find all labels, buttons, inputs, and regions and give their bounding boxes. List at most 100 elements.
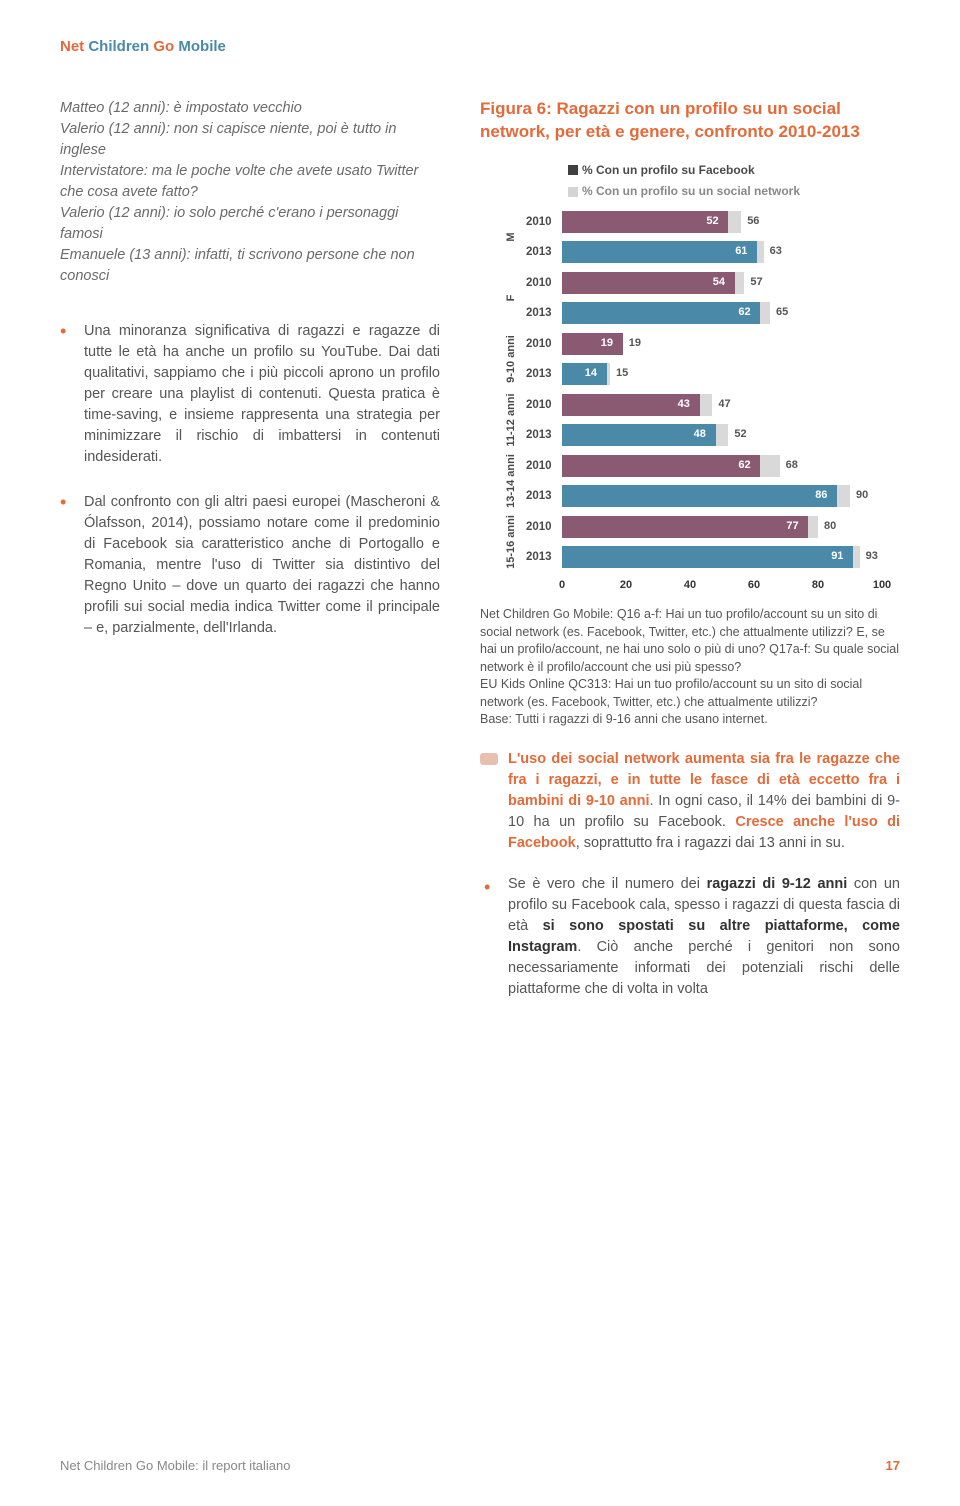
right-bullet-item: Se è vero che il numero dei ragazzi di 9…	[480, 874, 900, 1000]
right-column: Figura 6: Ragazzi con un profilo su un s…	[480, 98, 900, 1020]
year-label: 2010	[526, 519, 562, 536]
right-bullet-item: L'uso dei social network aumenta sia fra…	[480, 749, 900, 854]
axis-tick: 60	[748, 578, 760, 594]
value-sn: 52	[734, 427, 746, 443]
legend-square-icon	[568, 165, 578, 175]
year-label: 2013	[526, 427, 562, 444]
axis-tick: 0	[559, 578, 565, 594]
axis-tick: 40	[684, 578, 696, 594]
chart-row: 2013 86 90	[526, 481, 900, 511]
year-label: 2010	[526, 458, 562, 475]
page-header: Net Children Go Mobile	[60, 36, 900, 58]
chart-row: 2010 19 19	[526, 329, 900, 359]
axis-tick: 20	[620, 578, 632, 594]
bar-container: 4347	[562, 390, 900, 420]
header-children: Children	[88, 38, 149, 55]
value-fb: 86	[815, 488, 827, 504]
value-fb: 91	[831, 549, 843, 565]
chart-x-axis: 020406080100	[562, 578, 882, 594]
quote-line: Valerio (12 anni): io solo perché c'eran…	[60, 203, 440, 245]
group-label: 13-14 anni	[504, 451, 520, 511]
value-fb: 54	[713, 275, 725, 291]
left-column: Matteo (12 anni): è impostato vecchio Va…	[60, 98, 440, 1020]
footer-title: Net Children Go Mobile: il report italia…	[60, 1457, 291, 1476]
group-label: 9-10 anni	[504, 329, 520, 389]
value-sn: 19	[629, 336, 641, 352]
legend-sn-label: % Con un profilo su un social network	[582, 184, 800, 198]
value-fb: 62	[738, 458, 750, 474]
caption-line: EU Kids Online QC313: Hai un tuo profilo…	[480, 676, 900, 711]
bar-container: 62 68	[562, 451, 900, 481]
legend-fb-label: % Con un profilo su Facebook	[582, 163, 755, 177]
bar-container: 5256	[562, 207, 900, 237]
axis-tick: 80	[812, 578, 824, 594]
bar-container: 6265	[562, 298, 900, 328]
year-label: 2010	[526, 336, 562, 353]
bullet-item: Dal confronto con gli altri paesi europe…	[60, 492, 440, 639]
interview-quotes: Matteo (12 anni): è impostato vecchio Va…	[60, 98, 440, 287]
value-fb: 43	[678, 397, 690, 413]
chart-row: 20136163	[526, 237, 900, 267]
bar-container: 91 93	[562, 542, 900, 572]
chart-row: 2010 54 57	[526, 268, 900, 298]
group-label: 11-12 anni	[504, 390, 520, 450]
chart-group: 15-16 anni2010778020139193	[526, 511, 900, 572]
caption-line: Net Children Go Mobile: Q16 a-f: Hai un …	[480, 606, 900, 676]
chart-row: 20136265	[526, 298, 900, 328]
right-bullets: L'uso dei social network aumenta sia fra…	[480, 749, 900, 1000]
header-mobile: Mobile	[178, 38, 226, 55]
axis-tick: 100	[873, 578, 891, 594]
value-fb: 14	[585, 366, 597, 382]
bar-container: 54 57	[562, 268, 900, 298]
value-sn: 90	[856, 488, 868, 504]
chart-group: 9-10 anni2010191920131415	[526, 328, 900, 389]
page-footer: Net Children Go Mobile: il report italia…	[60, 1457, 900, 1476]
value-sn: 57	[750, 275, 762, 291]
year-label: 2010	[526, 275, 562, 292]
bar-container: 86 90	[562, 481, 900, 511]
value-fb: 62	[738, 305, 750, 321]
bar-facebook	[562, 302, 760, 324]
bar-container: 4852	[562, 420, 900, 450]
bar-facebook	[562, 516, 808, 538]
group-label: F	[504, 268, 520, 328]
value-sn: 68	[786, 458, 798, 474]
chart-row: 20105256	[526, 207, 900, 237]
quote-line: Intervistatore: ma le poche volte che av…	[60, 161, 440, 203]
chart-group: M2010525620136163	[526, 206, 900, 267]
bar-facebook	[562, 241, 757, 263]
bar-facebook	[562, 424, 716, 446]
bar-facebook	[562, 455, 760, 477]
value-sn: 93	[866, 549, 878, 565]
year-label: 2013	[526, 488, 562, 505]
bar-facebook	[562, 333, 623, 355]
year-label: 2010	[526, 397, 562, 414]
quote-line: Valerio (12 anni): non si capisce niente…	[60, 119, 440, 161]
value-sn: 80	[824, 519, 836, 535]
year-label: 2013	[526, 305, 562, 322]
bar-facebook	[562, 272, 735, 294]
chart-row: 20131415	[526, 359, 900, 389]
chart-body: M2010525620136163F20105457201362659-10 a…	[526, 206, 900, 572]
value-fb: 19	[601, 336, 613, 352]
figure-caption: Net Children Go Mobile: Q16 a-f: Hai un …	[480, 606, 900, 729]
chart-legend: % Con un profilo su Facebook % Con un pr…	[568, 162, 900, 201]
chart-row: 2010 77 80	[526, 512, 900, 542]
bar-chart: % Con un profilo su Facebook % Con un pr…	[480, 162, 900, 595]
bar-facebook	[562, 485, 837, 507]
bar-container: 1415	[562, 359, 900, 389]
quote-line: Emanuele (13 anni): infatti, ti scrivono…	[60, 245, 440, 287]
value-fb: 61	[735, 244, 747, 260]
value-sn: 63	[770, 244, 782, 260]
chart-row: 20139193	[526, 542, 900, 572]
value-fb: 77	[786, 519, 798, 535]
chart-group: 13-14 anni2010626820138690	[526, 450, 900, 511]
value-fb: 52	[706, 214, 718, 230]
bar-facebook	[562, 546, 853, 568]
header-net: Net	[60, 38, 84, 55]
bar-facebook	[562, 211, 728, 233]
caption-line: Base: Tutti i ragazzi di 9-16 anni che u…	[480, 711, 900, 729]
legend-social-network: % Con un profilo su un social network	[568, 183, 900, 200]
bar-container: 77 80	[562, 512, 900, 542]
bar-container: 61 63	[562, 237, 900, 267]
